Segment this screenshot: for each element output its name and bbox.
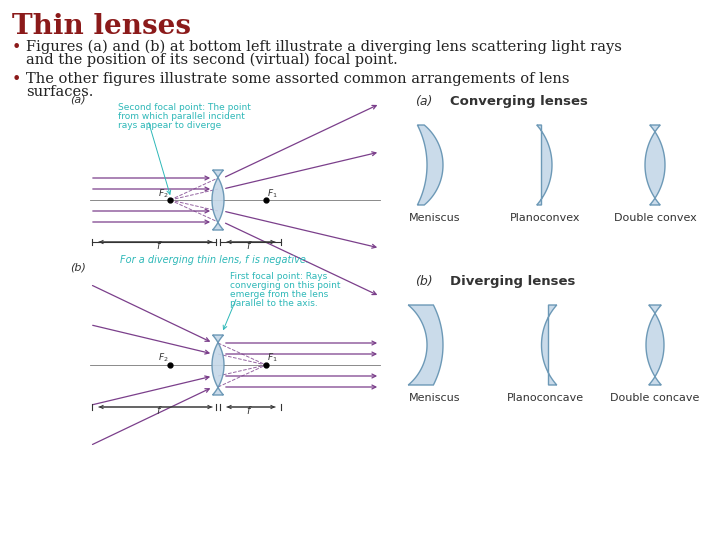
Text: and the position of its second (virtual) focal point.: and the position of its second (virtual)… — [26, 53, 397, 68]
Text: Meniscus: Meniscus — [409, 393, 461, 403]
Text: (b): (b) — [70, 262, 86, 272]
Text: converging on this point: converging on this point — [230, 281, 341, 290]
Text: parallel to the axis.: parallel to the axis. — [230, 299, 318, 308]
Text: Double concave: Double concave — [611, 393, 700, 403]
Text: $F_1$: $F_1$ — [267, 352, 278, 365]
Text: (a): (a) — [70, 95, 86, 105]
Text: Thin lenses: Thin lenses — [12, 13, 191, 40]
Text: surfaces.: surfaces. — [26, 85, 94, 99]
Polygon shape — [408, 305, 443, 385]
Text: (a): (a) — [415, 95, 433, 108]
Polygon shape — [212, 170, 224, 230]
Text: Planoconvex: Planoconvex — [510, 213, 580, 223]
Text: emerge from the lens: emerge from the lens — [230, 290, 328, 299]
Polygon shape — [645, 125, 665, 205]
Text: (b): (b) — [415, 275, 433, 288]
Polygon shape — [541, 305, 557, 385]
Text: For a diverging thin lens,: For a diverging thin lens, — [120, 255, 246, 265]
Text: The other figures illustrate some assorted common arrangements of lens: The other figures illustrate some assort… — [26, 72, 570, 86]
Text: f: f — [244, 255, 248, 265]
Polygon shape — [536, 125, 552, 205]
Text: Double convex: Double convex — [613, 213, 696, 223]
Text: $F_2$: $F_2$ — [158, 352, 169, 365]
Text: $F_1$: $F_1$ — [267, 187, 278, 199]
Text: Meniscus: Meniscus — [409, 213, 461, 223]
Text: $f$: $f$ — [246, 404, 253, 416]
Text: $f$: $f$ — [156, 404, 162, 416]
Text: Diverging lenses: Diverging lenses — [450, 275, 575, 288]
Text: $f$: $f$ — [246, 239, 253, 251]
Text: is negative.: is negative. — [249, 255, 309, 265]
Text: Planoconcave: Planoconcave — [506, 393, 584, 403]
Polygon shape — [212, 335, 224, 395]
Text: rays appear to diverge: rays appear to diverge — [118, 121, 221, 130]
Text: Figures (a) and (b) at bottom left illustrate a diverging lens scattering light : Figures (a) and (b) at bottom left illus… — [26, 40, 622, 55]
Polygon shape — [418, 125, 443, 205]
Text: •: • — [12, 72, 22, 87]
Text: $f$: $f$ — [156, 239, 162, 251]
Text: First focal point: Rays: First focal point: Rays — [230, 272, 328, 281]
Text: Second focal point: The point: Second focal point: The point — [118, 103, 251, 112]
Polygon shape — [646, 305, 664, 385]
Text: Converging lenses: Converging lenses — [450, 95, 588, 108]
Text: from which parallel incident: from which parallel incident — [118, 112, 245, 121]
Text: $F_2$: $F_2$ — [158, 187, 169, 199]
Text: •: • — [12, 40, 22, 55]
